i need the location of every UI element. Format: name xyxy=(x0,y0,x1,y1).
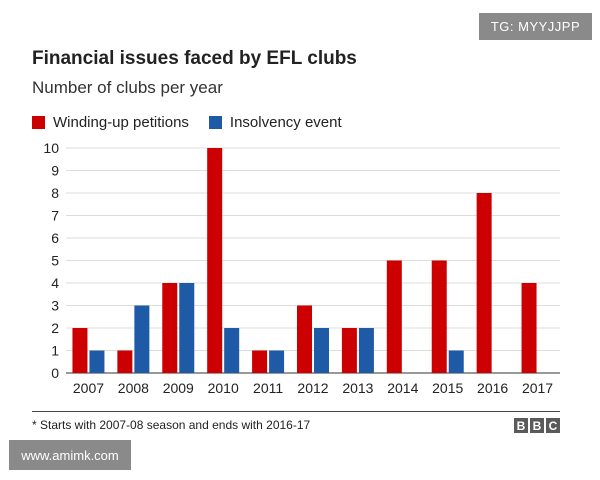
bar-winding-up xyxy=(117,350,133,373)
site-watermark: www.amimk.com xyxy=(9,440,131,470)
y-tick-label: 4 xyxy=(51,275,59,291)
legend-swatch-insolvency xyxy=(208,116,222,129)
bbc-logo-letter: B xyxy=(530,418,544,433)
y-tick-label: 0 xyxy=(51,365,59,381)
bar-insolvency xyxy=(269,350,285,373)
x-tick-label: 2014 xyxy=(387,380,418,396)
x-tick-label: 2015 xyxy=(432,380,463,396)
x-tick-label: 2007 xyxy=(73,380,104,396)
x-tick-label: 2010 xyxy=(208,380,239,396)
bar-insolvency xyxy=(358,328,374,373)
y-tick-label: 5 xyxy=(51,253,59,269)
bar-winding-up xyxy=(162,283,178,373)
y-tick-label: 7 xyxy=(51,208,59,224)
footer-divider xyxy=(32,411,560,412)
x-tick-label: 2013 xyxy=(342,380,373,396)
y-tick-label: 10 xyxy=(43,140,59,156)
y-tick-label: 9 xyxy=(51,163,59,179)
y-tick-label: 6 xyxy=(51,230,59,246)
bar-winding-up xyxy=(297,305,312,373)
watermark-badge: TG: MYYJJPP xyxy=(479,13,592,40)
legend-label-winding: Winding-up petitions xyxy=(53,114,189,131)
bar-winding-up xyxy=(386,260,402,373)
y-tick-label: 8 xyxy=(51,185,59,201)
x-tick-label: 2008 xyxy=(118,380,149,396)
x-tick-label: 2012 xyxy=(297,380,328,396)
bar-insolvency xyxy=(224,328,240,373)
legend-swatch-winding xyxy=(32,116,45,129)
bbc-logo-letter: B xyxy=(514,418,528,433)
bar-winding-up xyxy=(72,328,88,373)
x-tick-label: 2017 xyxy=(522,380,553,396)
x-tick-label: 2016 xyxy=(477,380,508,396)
legend-label-insolvency: Insolvency event xyxy=(229,114,342,131)
bbc-logo: B B C xyxy=(512,418,560,433)
chart-title: Financial issues faced by EFL clubs xyxy=(32,48,357,69)
bar-winding-up xyxy=(252,350,268,373)
chart-legend: Winding-up petitions Insolvency event xyxy=(32,114,362,131)
bar-insolvency xyxy=(314,328,329,373)
chart-footnote: * Starts with 2007-08 season and ends wi… xyxy=(32,418,311,432)
bar-winding-up xyxy=(207,148,223,373)
y-tick-label: 1 xyxy=(51,343,59,359)
chart-subtitle: Number of clubs per year xyxy=(32,78,223,97)
bar-winding-up xyxy=(476,193,492,373)
bar-insolvency xyxy=(134,305,150,373)
bar-insolvency xyxy=(448,350,464,373)
x-tick-label: 2011 xyxy=(253,380,283,396)
bar-insolvency xyxy=(179,283,195,373)
bar-insolvency xyxy=(89,350,105,373)
y-tick-label: 2 xyxy=(51,320,59,336)
legend-item-insolvency: Insolvency event xyxy=(208,114,342,131)
bar-winding-up xyxy=(431,260,447,373)
y-tick-label: 3 xyxy=(51,298,59,314)
x-tick-label: 2009 xyxy=(163,380,194,396)
bar-winding-up xyxy=(341,328,357,373)
bar-winding-up xyxy=(521,283,537,373)
bbc-logo-letter: C xyxy=(546,418,560,433)
legend-item-winding: Winding-up petitions xyxy=(32,114,189,131)
